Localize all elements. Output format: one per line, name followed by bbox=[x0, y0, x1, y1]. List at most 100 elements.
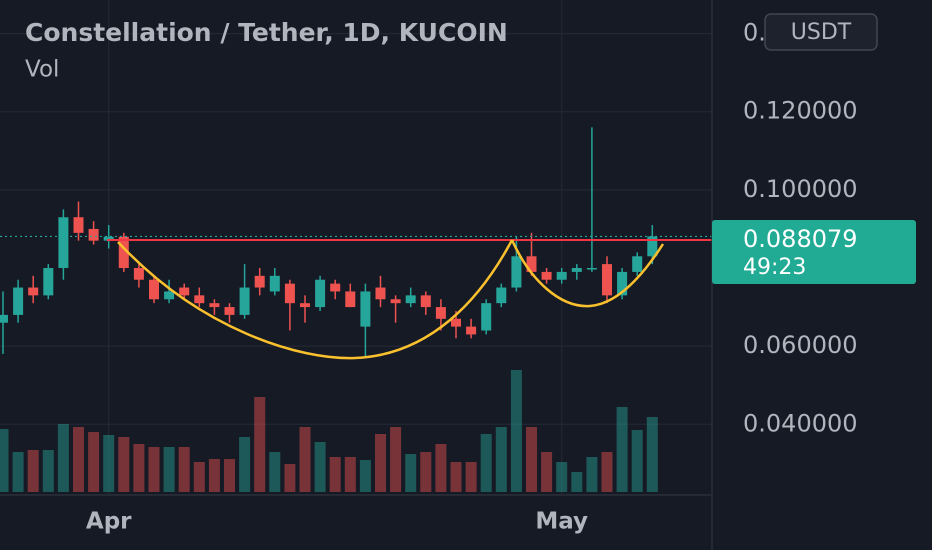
volume-bar bbox=[420, 452, 432, 492]
volume-bar bbox=[344, 457, 356, 492]
candle-body bbox=[284, 283, 295, 304]
candle-body bbox=[315, 279, 326, 308]
volume-bar bbox=[646, 417, 658, 492]
candle-body bbox=[602, 264, 612, 296]
x-tick-label: Apr bbox=[86, 509, 132, 535]
volume-bar bbox=[586, 457, 598, 492]
volume-bar bbox=[405, 454, 417, 492]
candle-body bbox=[0, 314, 8, 323]
candle-body bbox=[58, 217, 69, 269]
volume-bar bbox=[269, 452, 281, 492]
cup-curve bbox=[117, 239, 514, 360]
volume-bar bbox=[450, 462, 462, 492]
candle-body bbox=[269, 275, 280, 292]
volume-bar bbox=[42, 450, 54, 492]
volume-bar bbox=[495, 427, 507, 492]
volume-bar bbox=[329, 457, 341, 492]
volume-bar bbox=[601, 452, 613, 492]
y-tick-label: 0.060000 bbox=[743, 331, 858, 359]
candles bbox=[0, 127, 658, 358]
volume-bar bbox=[0, 429, 9, 492]
volume-bar bbox=[480, 434, 492, 492]
volume-bar bbox=[133, 444, 145, 492]
volume-bar bbox=[284, 464, 296, 492]
candle-body bbox=[496, 287, 507, 304]
volume-bar bbox=[390, 427, 402, 492]
candle-body bbox=[28, 287, 39, 296]
volume-bar bbox=[148, 447, 160, 492]
candle-body bbox=[481, 303, 492, 331]
candle-body bbox=[73, 217, 84, 233]
candle-body bbox=[13, 287, 24, 315]
handle-curve bbox=[510, 239, 665, 308]
last-price-label: 0.088079 bbox=[743, 225, 858, 253]
volume-bar bbox=[571, 472, 583, 492]
volume-bar bbox=[314, 442, 326, 492]
candle-body bbox=[405, 295, 416, 304]
volume-bar bbox=[178, 447, 190, 492]
candle-body bbox=[420, 295, 431, 308]
candle-body bbox=[526, 256, 537, 272]
volume-bar bbox=[465, 462, 477, 492]
candle-body bbox=[149, 279, 159, 300]
candle-body bbox=[254, 275, 265, 288]
x-tick-label: May bbox=[535, 509, 588, 535]
y-tick-label: 0.120000 bbox=[743, 97, 858, 125]
volume-bar bbox=[375, 434, 386, 492]
candle-body bbox=[330, 283, 341, 292]
candle-body bbox=[390, 299, 401, 304]
candle-body bbox=[345, 291, 356, 308]
volume-bar bbox=[12, 452, 24, 492]
y-tick-label: 0.040000 bbox=[743, 409, 858, 437]
currency-button-label[interactable]: USDT bbox=[791, 20, 852, 45]
volume-bar bbox=[616, 407, 628, 492]
volume-bar bbox=[541, 452, 553, 492]
candle-body bbox=[617, 271, 628, 296]
candle-body bbox=[164, 291, 175, 300]
candle-body bbox=[194, 295, 205, 304]
candle-body bbox=[375, 287, 386, 300]
volume-bar bbox=[254, 397, 266, 492]
candle-body bbox=[466, 326, 477, 335]
volume-pane bbox=[0, 370, 658, 492]
candle-body bbox=[300, 303, 310, 308]
volume-bar bbox=[88, 432, 100, 492]
candle-body bbox=[118, 236, 129, 269]
volume-bar bbox=[224, 459, 235, 492]
volume-bar bbox=[193, 462, 205, 492]
volume-bar bbox=[359, 460, 371, 492]
countdown: 49:23 bbox=[743, 255, 806, 280]
volume-bar bbox=[299, 427, 311, 492]
candle-body bbox=[88, 228, 99, 241]
candle-body bbox=[209, 303, 220, 308]
volume-bar bbox=[510, 370, 522, 492]
volume-bar bbox=[103, 435, 115, 492]
currency-button-box[interactable] bbox=[764, 13, 878, 51]
currency-button[interactable]: USDT bbox=[764, 13, 878, 51]
volume-bar bbox=[163, 447, 175, 492]
candle-body bbox=[647, 236, 658, 257]
candle-body bbox=[451, 318, 461, 327]
chart-title: Constellation / Tether, 1D, KUCOIN bbox=[25, 18, 508, 47]
volume-label: Vol bbox=[25, 57, 59, 83]
volume-bar bbox=[435, 444, 447, 492]
candle-body bbox=[239, 287, 250, 315]
candle-body bbox=[511, 256, 522, 288]
volume-bar bbox=[239, 437, 251, 492]
candle-body bbox=[571, 268, 582, 272]
volume-bar bbox=[118, 437, 130, 492]
volume-bar bbox=[73, 427, 84, 492]
candle-body bbox=[541, 271, 552, 280]
candle-body bbox=[179, 287, 190, 296]
candle-body bbox=[360, 291, 371, 327]
candle-body bbox=[133, 268, 144, 280]
candle-body bbox=[435, 307, 446, 319]
candle-body bbox=[556, 271, 567, 280]
candle-body bbox=[586, 268, 597, 270]
candle-body bbox=[224, 307, 235, 315]
volume-bar bbox=[556, 462, 568, 492]
volume-bar bbox=[27, 450, 39, 492]
volume-bar bbox=[631, 430, 643, 492]
candle-body bbox=[43, 268, 54, 296]
last-price-box bbox=[712, 220, 916, 284]
